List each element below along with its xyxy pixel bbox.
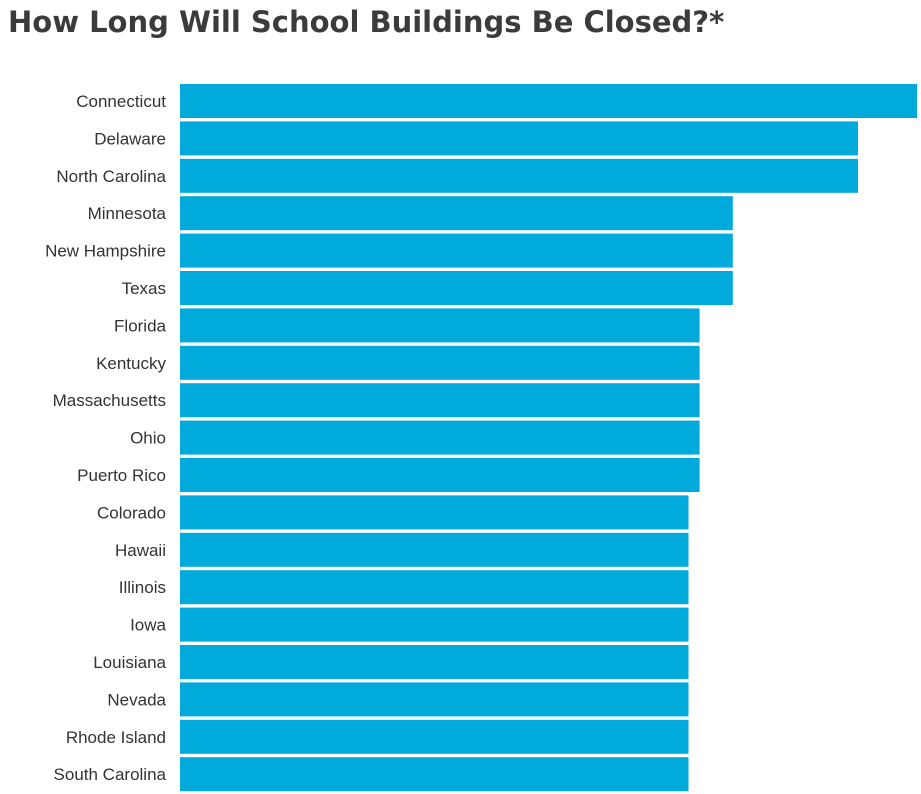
category-label: Rhode Island [66,728,166,747]
bar-kentucky [180,345,700,380]
category-label: Puerto Rico [77,466,166,485]
category-label: Texas [122,279,166,298]
category-label: New Hampshire [45,242,166,261]
category-label: Minnesota [88,204,167,223]
category-labels-group: Connecticut Delaware North Carolina Minneso… [45,92,166,784]
category-label: Ohio [130,429,166,448]
category-label: Connecticut [76,92,166,111]
bar-new-hampshire [180,233,733,268]
category-label: Florida [114,316,167,335]
bar-south-carolina [180,757,689,792]
category-label: Hawaii [115,541,166,560]
category-label: Louisiana [93,653,166,672]
category-label: Nevada [107,690,166,709]
bar-massachusetts [180,383,700,418]
category-label: Colorado [97,503,166,522]
bar-puerto-rico [180,458,700,492]
bar-illinois [180,570,689,605]
bar-florida [180,308,700,343]
bar-nevada [180,682,689,717]
category-label: Illinois [119,578,166,597]
bar-colorado [180,495,689,530]
bar-texas [180,271,733,305]
category-label: North Carolina [56,167,166,186]
category-label: South Carolina [54,765,167,784]
bar-minnesota [180,196,733,231]
bars-group [180,84,917,792]
bar-louisiana [180,645,689,679]
bar-hawaii [180,532,689,567]
chart-title: How Long Will School Buildings Be Closed… [8,5,725,39]
bar-ohio [180,420,700,455]
bar-north-carolina [180,158,858,193]
category-label: Delaware [94,129,166,148]
category-label: Kentucky [96,354,166,373]
category-label: Iowa [130,616,166,635]
category-label: Massachusetts [53,391,166,410]
bar-connecticut [180,84,917,118]
bar-delaware [180,121,858,156]
bar-iowa [180,607,689,642]
bar-rhode-island [180,719,689,754]
